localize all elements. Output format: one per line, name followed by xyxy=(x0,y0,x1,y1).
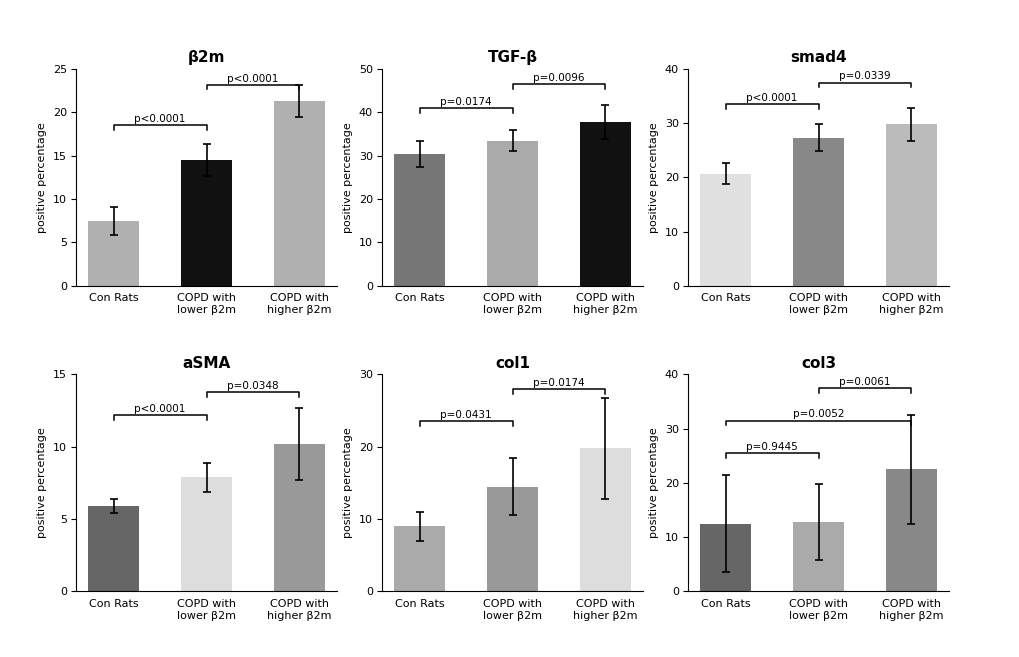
Bar xyxy=(884,469,935,591)
Text: p<0.0001: p<0.0001 xyxy=(135,114,185,124)
Text: p=0.0096: p=0.0096 xyxy=(533,73,584,83)
Text: p=0.0339: p=0.0339 xyxy=(839,72,890,81)
Bar xyxy=(579,122,630,286)
Bar xyxy=(792,522,843,591)
Text: p=0.0431: p=0.0431 xyxy=(440,411,491,420)
Title: col1: col1 xyxy=(494,355,530,371)
Text: p=0.0061: p=0.0061 xyxy=(839,377,890,387)
Bar xyxy=(273,444,324,591)
Bar xyxy=(394,526,445,591)
Text: p=0.0174: p=0.0174 xyxy=(440,97,491,107)
Y-axis label: positive percentage: positive percentage xyxy=(342,428,353,538)
Bar xyxy=(181,477,231,591)
Bar xyxy=(273,101,324,286)
Text: p=0.9445: p=0.9445 xyxy=(746,442,797,452)
Bar xyxy=(89,506,140,591)
Title: TGF-β: TGF-β xyxy=(487,50,537,65)
Bar xyxy=(89,221,140,286)
Title: β2m: β2m xyxy=(187,50,225,65)
Y-axis label: positive percentage: positive percentage xyxy=(648,428,658,538)
Y-axis label: positive percentage: positive percentage xyxy=(648,122,658,233)
Y-axis label: positive percentage: positive percentage xyxy=(342,122,353,233)
Bar xyxy=(792,138,843,286)
Title: aSMA: aSMA xyxy=(182,355,230,371)
Title: smad4: smad4 xyxy=(790,50,846,65)
Y-axis label: positive percentage: positive percentage xyxy=(37,122,47,233)
Text: p<0.0001: p<0.0001 xyxy=(227,74,278,83)
Bar xyxy=(394,154,445,286)
Bar xyxy=(487,486,538,591)
Title: col3: col3 xyxy=(800,355,836,371)
Bar xyxy=(700,173,751,286)
Bar xyxy=(884,124,935,286)
Text: p<0.0001: p<0.0001 xyxy=(746,93,797,103)
Text: p=0.0348: p=0.0348 xyxy=(227,381,278,391)
Bar xyxy=(181,160,231,286)
Y-axis label: positive percentage: positive percentage xyxy=(37,428,47,538)
Text: p=0.0052: p=0.0052 xyxy=(792,409,844,419)
Bar xyxy=(579,448,630,591)
Bar xyxy=(487,141,538,286)
Bar xyxy=(700,524,751,591)
Text: p=0.0174: p=0.0174 xyxy=(533,378,584,388)
Text: p<0.0001: p<0.0001 xyxy=(135,404,185,414)
